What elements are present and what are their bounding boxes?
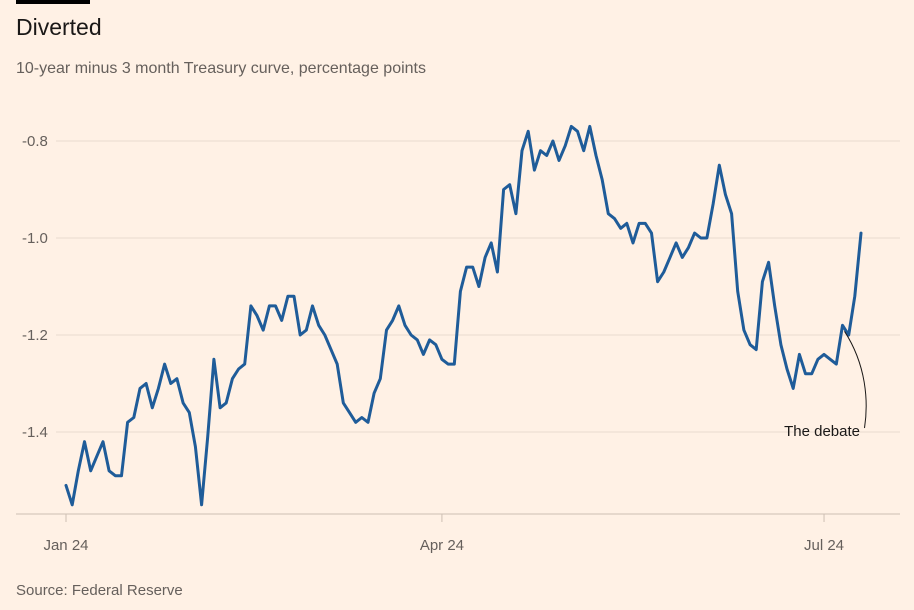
y-tick-label: -0.8	[22, 133, 48, 150]
y-tick-label: -1.0	[22, 230, 48, 247]
chart-subtitle: 10-year minus 3 month Treasury curve, pe…	[16, 60, 426, 77]
series-layer	[64, 124, 863, 507]
annotation-connector	[844, 331, 867, 429]
x-tick-label: Jul 24	[804, 537, 844, 554]
x-axis: Jan 24 Apr 24 Jul 24	[16, 513, 900, 554]
series-line	[64, 124, 863, 507]
brand-bar	[16, 0, 90, 4]
y-tick-label: -1.2	[22, 327, 48, 344]
chart-title: Diverted	[16, 14, 102, 40]
line-chart: -0.8 -1.0 -1.2 -1.4 Jan 24 Apr 24 Jul 24 The …	[16, 124, 900, 554]
y-axis-ticks: -0.8 -1.0 -1.2 -1.4	[22, 133, 48, 441]
x-tick-label: Jan 24	[43, 537, 88, 554]
source-note: Source: Federal Reserve	[16, 582, 183, 599]
annotation-label: The debate	[784, 423, 860, 440]
grid-lines	[56, 140, 900, 433]
y-tick-label: -1.4	[22, 424, 48, 441]
annotation-layer: The debate	[784, 331, 867, 440]
x-tick-label: Apr 24	[420, 537, 464, 554]
